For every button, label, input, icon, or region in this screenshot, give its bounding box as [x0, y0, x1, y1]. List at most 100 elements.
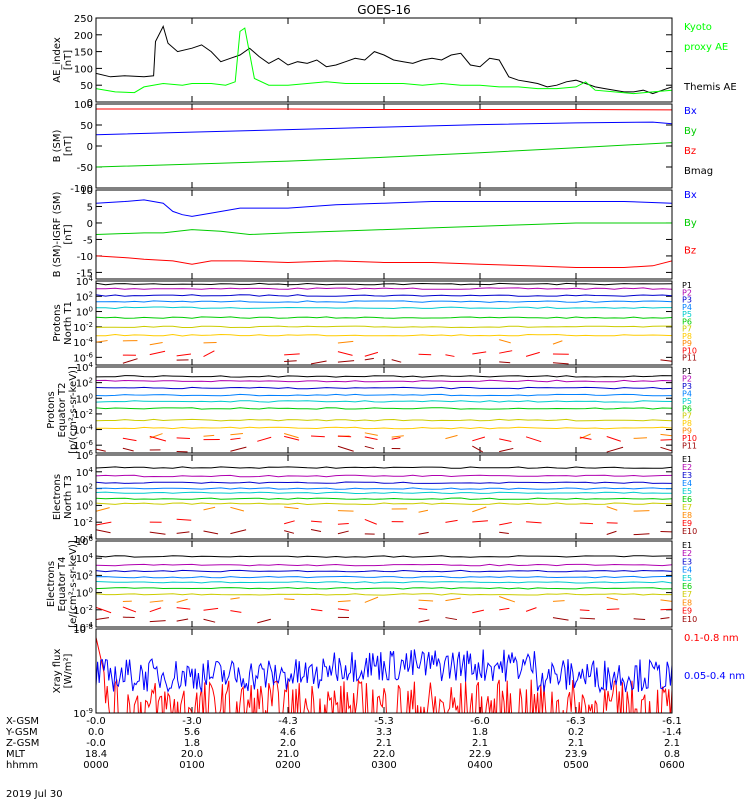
channel-e9-segment: [526, 521, 542, 524]
y-axis-label: Xray flux: [52, 649, 63, 694]
channel-p9-segment: [364, 432, 378, 436]
channel-e10-segment: [606, 530, 617, 535]
legend-p11: P11: [682, 442, 697, 451]
ephemeris-value: 0.2: [568, 727, 584, 738]
ephemeris-label: Z-GSM: [6, 738, 39, 749]
channel-p9-segment: [391, 435, 404, 438]
channel-p10-segment: [525, 436, 542, 443]
channel-p9-segment: [633, 437, 647, 439]
y-tick-label: 10: [80, 186, 93, 197]
channel-e4: [96, 487, 672, 490]
legend-e10: E10: [682, 615, 697, 624]
ephemeris-value: 0200: [275, 760, 300, 771]
channel-e9-segment: [337, 608, 349, 611]
channel-e8-segment: [660, 599, 672, 602]
channel-e9-segment: [364, 518, 377, 525]
channel-e7: [96, 593, 672, 596]
channel-e8-segment: [284, 598, 295, 600]
channel-p10-segment: [499, 438, 512, 442]
channel-p11-segment: [96, 448, 106, 452]
y-axis-label: Protons: [46, 391, 57, 428]
channel-e10-segment: [660, 617, 670, 620]
y-tick-label: 10-6: [73, 439, 93, 452]
ephemeris-value: 20.0: [181, 749, 203, 760]
y-tick-label: 10-4: [73, 533, 93, 546]
series-kyoto-proxy-ae: [96, 27, 672, 95]
channel-e9-segment: [418, 608, 428, 610]
y-tick-label: 102: [76, 569, 93, 582]
legend-e4: E4: [682, 566, 692, 575]
y-tick-label: 10-2: [73, 321, 93, 334]
legend-p5: P5: [682, 397, 692, 406]
channel-p1: [96, 282, 672, 286]
y-axis-label: Protons: [52, 304, 63, 341]
y-tick-label: 104: [76, 275, 94, 288]
channel-e9-segment: [579, 609, 590, 612]
channel-e10-segment: [445, 617, 458, 621]
legend-0-05-0-4-nm: 0.05-0.4 nm: [684, 671, 745, 682]
panel-5: 10410210010-210-410-6P1P2P3P4P5P6P7P8P9P…: [46, 361, 697, 454]
legend-e9: E9: [682, 607, 692, 616]
date-label: 2019 Jul 30: [6, 789, 63, 800]
legend-e3: E3: [682, 557, 692, 566]
series-bz: [96, 255, 672, 268]
ephemeris-value: 1.8: [184, 738, 200, 749]
ephemeris-label: Y-GSM: [5, 727, 38, 738]
panel-data: [96, 466, 672, 536]
ephemeris-value: -0.0: [86, 716, 106, 727]
legend-e6: E6: [682, 582, 692, 591]
channel-p10-segment: [337, 351, 353, 356]
ephemeris-value: 2.0: [280, 738, 296, 749]
channel-e9-segment: [660, 608, 672, 611]
y-tick-label: 100: [76, 587, 93, 600]
channel-p11-segment: [337, 360, 355, 363]
channel-p10-segment: [176, 353, 191, 357]
channel-e10-segment: [176, 618, 189, 622]
y-tick-label: 104: [76, 466, 94, 479]
legend-e7: E7: [682, 503, 692, 512]
channel-e8-segment: [230, 597, 240, 600]
y-tick-label: 102: [76, 483, 93, 496]
channel-e8-segment: [149, 600, 164, 603]
legend-p11: P11: [682, 354, 697, 363]
y-tick-label: -50: [77, 163, 93, 174]
channel-e10-segment: [633, 533, 650, 536]
ephemeris-value: 2.1: [472, 738, 488, 749]
y-tick-label: 10-6: [73, 351, 93, 364]
channel-p10-segment: [606, 436, 621, 442]
channel-p11-segment: [310, 360, 327, 365]
y-tick-label: 100: [74, 100, 93, 111]
legend-p6: P6: [682, 317, 692, 326]
channel-p10-segment: [176, 437, 190, 439]
legend-p8: P8: [682, 419, 692, 428]
legend-p7: P7: [682, 325, 692, 334]
channel-e9-segment: [122, 606, 137, 613]
channel-p7: [96, 418, 672, 422]
legend-e8: E8: [682, 511, 692, 520]
channel-e8-segment: [337, 600, 351, 603]
y-axis-label: B (SM)-IGRF (SM): [52, 192, 63, 278]
channel-e8-segment: [364, 596, 379, 603]
y-tick-label: 150: [74, 48, 93, 59]
channel-e9-segment: [445, 519, 458, 523]
channel-p11-segment: [606, 446, 624, 453]
legend-bx: Bx: [684, 106, 697, 117]
channel-e8-segment: [552, 600, 565, 602]
channel-p5: [96, 400, 672, 403]
channel-p7: [96, 325, 672, 329]
y-tick-label: 10-4: [73, 336, 93, 349]
legend-e8: E8: [682, 598, 692, 607]
legend-p6: P6: [682, 404, 692, 413]
channel-e10-segment: [418, 531, 429, 535]
channel-p11-segment: [552, 362, 569, 365]
channel-p10-segment: [203, 350, 215, 357]
channel-p10-segment: [391, 437, 401, 440]
panel-data: [96, 25, 672, 95]
channel-p10-segment: [525, 351, 540, 357]
channel-p9-segment: [149, 342, 163, 346]
channel-p8: [96, 333, 672, 337]
y-tick-label: 10-2: [73, 408, 93, 421]
channel-e9-segment: [96, 606, 112, 614]
legend-p4: P4: [682, 389, 692, 398]
panel-frame: [95, 454, 673, 540]
